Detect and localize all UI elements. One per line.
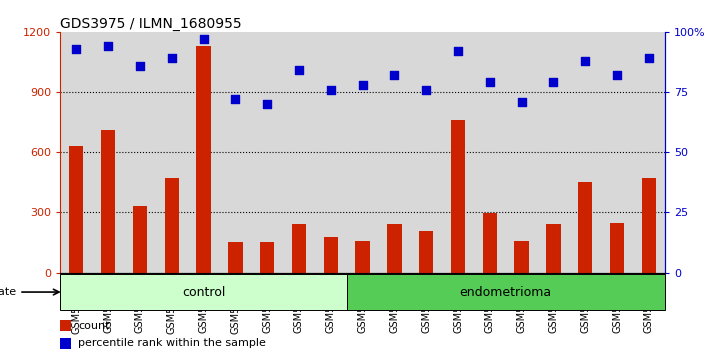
Bar bbox=[260, 242, 274, 273]
Bar bbox=[324, 238, 338, 273]
Point bbox=[579, 58, 591, 64]
Bar bbox=[156, 32, 188, 273]
Bar bbox=[251, 32, 283, 273]
Bar bbox=[292, 224, 306, 273]
Bar bbox=[60, 320, 71, 331]
Point bbox=[325, 87, 336, 92]
Point bbox=[420, 87, 432, 92]
Point bbox=[357, 82, 368, 88]
Point bbox=[294, 68, 305, 73]
Bar bbox=[610, 223, 624, 273]
Point bbox=[484, 80, 496, 85]
Bar bbox=[60, 338, 71, 349]
Bar bbox=[515, 241, 529, 273]
Text: GDS3975 / ILMN_1680955: GDS3975 / ILMN_1680955 bbox=[60, 17, 242, 31]
Bar bbox=[419, 232, 434, 273]
Bar bbox=[60, 274, 347, 310]
Point bbox=[198, 36, 209, 42]
Bar bbox=[378, 32, 410, 273]
Bar bbox=[92, 32, 124, 273]
Bar bbox=[602, 32, 633, 273]
Bar bbox=[633, 32, 665, 273]
Bar bbox=[196, 46, 210, 273]
Point bbox=[70, 46, 82, 52]
Bar bbox=[483, 213, 497, 273]
Point bbox=[452, 48, 464, 54]
Bar bbox=[642, 178, 656, 273]
Text: count: count bbox=[78, 321, 109, 331]
Bar bbox=[165, 178, 179, 273]
Point bbox=[547, 80, 559, 85]
Bar bbox=[315, 32, 347, 273]
Point bbox=[134, 63, 146, 68]
Text: endometrioma: endometrioma bbox=[460, 286, 552, 298]
Bar bbox=[506, 32, 538, 273]
Bar bbox=[69, 146, 83, 273]
Bar bbox=[60, 32, 92, 273]
Bar bbox=[356, 241, 370, 273]
Text: control: control bbox=[182, 286, 225, 298]
Bar bbox=[570, 32, 602, 273]
Bar bbox=[188, 32, 220, 273]
Bar bbox=[578, 182, 592, 273]
Point bbox=[389, 72, 400, 78]
Bar bbox=[474, 32, 506, 273]
Point bbox=[643, 56, 655, 61]
Bar bbox=[347, 274, 665, 310]
Bar bbox=[410, 32, 442, 273]
Bar bbox=[347, 32, 378, 273]
Point bbox=[262, 101, 273, 107]
Bar bbox=[101, 130, 115, 273]
Bar bbox=[283, 32, 315, 273]
Bar bbox=[124, 32, 156, 273]
Bar bbox=[538, 32, 570, 273]
Bar bbox=[228, 242, 242, 273]
Bar bbox=[220, 32, 251, 273]
Point bbox=[102, 44, 114, 49]
Bar bbox=[442, 32, 474, 273]
Bar bbox=[451, 120, 465, 273]
Text: percentile rank within the sample: percentile rank within the sample bbox=[78, 338, 266, 348]
Point bbox=[230, 96, 241, 102]
Point bbox=[516, 99, 528, 104]
Text: disease state: disease state bbox=[0, 287, 16, 297]
Bar bbox=[546, 224, 560, 273]
Point bbox=[611, 72, 623, 78]
Point bbox=[166, 56, 178, 61]
Bar bbox=[387, 224, 402, 273]
Bar bbox=[133, 206, 147, 273]
